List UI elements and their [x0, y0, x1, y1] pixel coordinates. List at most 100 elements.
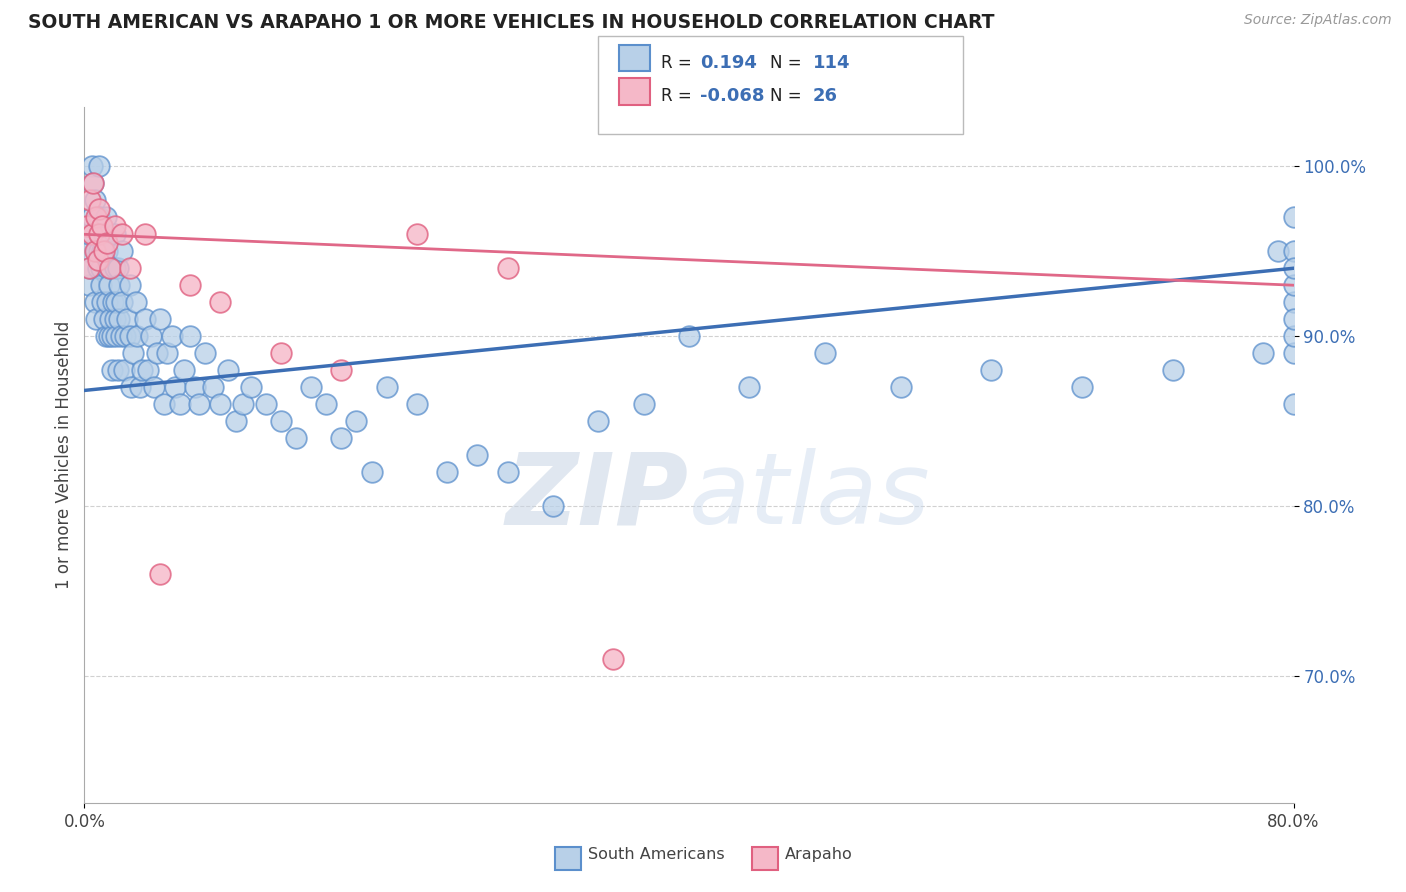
Point: [217, 363, 239, 377]
Point: [89, 227, 111, 242]
Point: [1282, 295, 1305, 310]
Point: [86, 211, 108, 225]
Point: [90, 278, 112, 293]
Point: [80, 227, 103, 242]
Point: [496, 465, 519, 479]
Point: [89, 202, 111, 216]
Point: [496, 261, 519, 276]
Point: [80, 211, 103, 225]
Point: [183, 380, 205, 394]
Point: [91, 295, 114, 310]
Point: [105, 295, 128, 310]
Point: [114, 329, 136, 343]
Point: [209, 397, 232, 411]
Text: N =: N =: [770, 87, 807, 105]
Point: [111, 227, 134, 242]
Point: [94, 211, 117, 225]
Point: [108, 278, 131, 293]
Point: [98, 312, 121, 326]
Point: [96, 244, 118, 259]
Point: [406, 397, 429, 411]
Point: [77, 278, 100, 293]
Point: [602, 651, 624, 665]
Point: [98, 261, 121, 276]
Point: [1282, 397, 1305, 411]
Point: [149, 312, 172, 326]
Point: [678, 329, 700, 343]
Point: [118, 261, 141, 276]
Point: [270, 414, 292, 428]
Point: [118, 329, 141, 343]
Point: [169, 397, 191, 411]
Point: [285, 431, 308, 445]
Text: 0.194: 0.194: [700, 54, 756, 71]
Point: [1282, 329, 1305, 343]
Point: [86, 312, 108, 326]
Point: [77, 227, 100, 242]
Point: [76, 219, 98, 233]
Point: [209, 295, 232, 310]
Point: [360, 465, 382, 479]
Point: [89, 244, 111, 259]
Point: [406, 227, 429, 242]
Point: [111, 244, 134, 259]
Text: 114: 114: [813, 54, 851, 71]
Point: [375, 380, 398, 394]
Point: [100, 363, 122, 377]
Point: [80, 160, 103, 174]
Point: [77, 261, 100, 276]
Point: [96, 261, 118, 276]
Point: [96, 295, 118, 310]
Point: [110, 329, 132, 343]
Point: [315, 397, 337, 411]
Text: R =: R =: [661, 54, 697, 71]
Point: [270, 346, 292, 360]
Point: [1282, 261, 1305, 276]
Point: [104, 227, 127, 242]
Point: [89, 211, 111, 225]
Point: [330, 363, 353, 377]
Point: [79, 194, 101, 208]
Point: [814, 346, 837, 360]
Point: [890, 380, 912, 394]
Point: [232, 397, 254, 411]
Point: [94, 329, 117, 343]
Point: [84, 244, 107, 259]
Point: [1071, 380, 1094, 394]
Point: [239, 380, 262, 394]
Point: [467, 448, 489, 462]
Point: [738, 380, 761, 394]
Point: [101, 295, 124, 310]
Point: [134, 312, 156, 326]
Point: [87, 252, 110, 267]
Point: [97, 278, 120, 293]
Point: [160, 329, 183, 343]
Point: [201, 380, 224, 394]
Point: [107, 363, 129, 377]
Text: SOUTH AMERICAN VS ARAPAHO 1 OR MORE VEHICLES IN HOUSEHOLD CORRELATION CHART: SOUTH AMERICAN VS ARAPAHO 1 OR MORE VEHI…: [28, 13, 994, 32]
Point: [98, 261, 121, 276]
Point: [91, 219, 114, 233]
Point: [980, 363, 1002, 377]
Point: [633, 397, 655, 411]
Point: [105, 329, 128, 343]
Point: [139, 329, 162, 343]
Point: [89, 227, 111, 242]
Point: [127, 329, 149, 343]
Point: [104, 261, 127, 276]
Point: [112, 363, 135, 377]
Point: [87, 211, 110, 225]
Point: [120, 380, 142, 394]
Point: [87, 261, 110, 276]
Point: [436, 465, 458, 479]
Text: 26: 26: [813, 87, 838, 105]
Point: [330, 431, 353, 445]
Text: -0.068: -0.068: [700, 87, 765, 105]
Point: [1282, 346, 1305, 360]
Text: ZIP: ZIP: [506, 448, 689, 545]
Point: [1282, 244, 1305, 259]
Point: [93, 312, 115, 326]
Point: [100, 329, 122, 343]
Point: [1282, 211, 1305, 225]
Point: [79, 261, 101, 276]
